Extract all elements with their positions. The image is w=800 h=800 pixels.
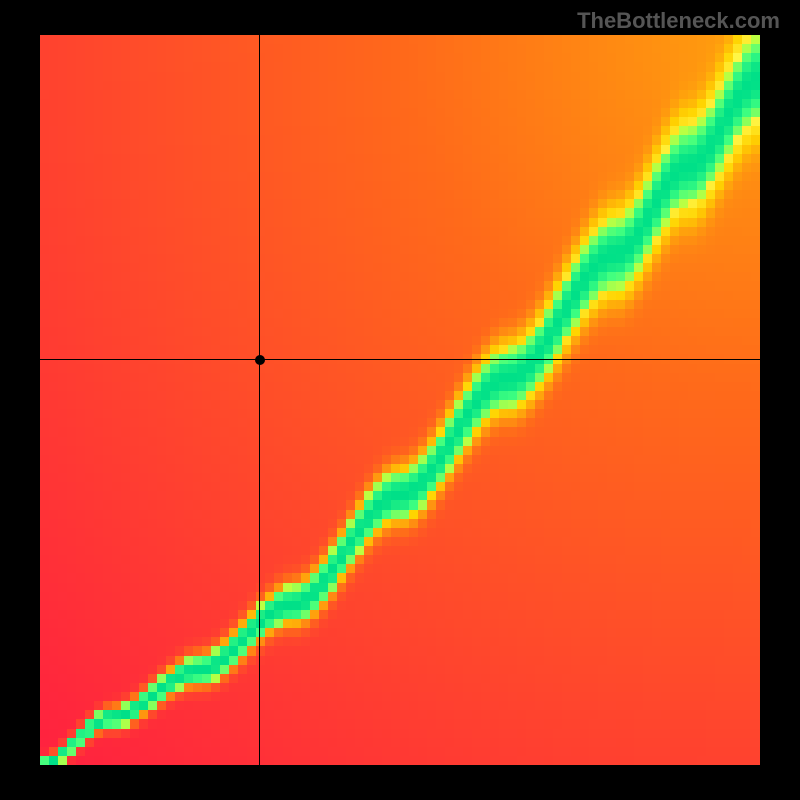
crosshair-marker (255, 355, 265, 365)
watermark-text: TheBottleneck.com (577, 8, 780, 34)
crosshair-vertical (259, 35, 260, 765)
heatmap-canvas (40, 35, 760, 765)
crosshair-horizontal (40, 359, 760, 360)
heatmap-plot (40, 35, 760, 765)
